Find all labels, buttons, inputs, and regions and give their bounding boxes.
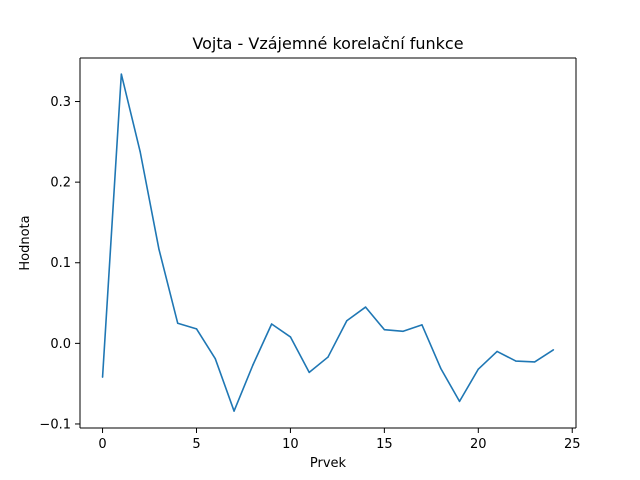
- data-point-21: [496, 350, 498, 353]
- data-point-9: [270, 323, 273, 325]
- data-point-16: [402, 330, 404, 332]
- data-point-13: [346, 320, 348, 322]
- data-point-17: [421, 324, 423, 326]
- data-point-12: [327, 356, 329, 358]
- data-point-2: [139, 150, 141, 153]
- y-tick-label-0: −0.1: [39, 417, 71, 432]
- y-axis-label: Hodnota: [18, 215, 33, 270]
- data-point-15: [383, 328, 386, 331]
- x-tick-label-25: 25: [564, 437, 581, 452]
- data-point-5: [195, 328, 198, 330]
- data-point-0: [101, 376, 104, 378]
- data-point-11: [308, 371, 310, 374]
- data-point-20: [477, 368, 480, 370]
- data-point-24: [552, 349, 555, 351]
- data-point-23: [533, 361, 536, 363]
- data-point-18: [440, 367, 442, 370]
- x-tick-label-15: 15: [376, 437, 393, 452]
- data-point-4: [176, 322, 179, 324]
- data-point-6: [214, 357, 216, 360]
- ticks-layer: 0 5 10 15 20 25 −0.1 0.0 0.1 0.2 0.3: [39, 95, 580, 452]
- data-point-22: [515, 360, 517, 362]
- plot-area: [80, 58, 576, 428]
- x-tick-label-20: 20: [470, 437, 487, 452]
- y-tick-label-2: 0.1: [50, 256, 71, 271]
- y-tick-label-1: 0.0: [50, 337, 71, 352]
- data-point-19: [458, 400, 461, 403]
- axes-layer: [79, 57, 577, 429]
- x-tick-label-0: 0: [98, 437, 106, 452]
- data-point-7: [233, 410, 235, 412]
- x-tick-label-10: 10: [282, 437, 299, 452]
- chart-title: Vojta - Vzájemné korelační funkce: [192, 34, 463, 53]
- data-point-8: [252, 364, 254, 366]
- y-tick-label-3: 0.2: [50, 176, 71, 191]
- x-tick-label-5: 5: [192, 437, 200, 452]
- y-tick-label-4: 0.3: [50, 95, 71, 110]
- data-point-10: [289, 336, 292, 338]
- data-point-3: [158, 248, 160, 250]
- data-layer: [101, 73, 555, 412]
- data-point-1: [120, 73, 123, 75]
- data-point-14: [364, 306, 367, 308]
- x-axis-label: Prvek: [310, 456, 347, 471]
